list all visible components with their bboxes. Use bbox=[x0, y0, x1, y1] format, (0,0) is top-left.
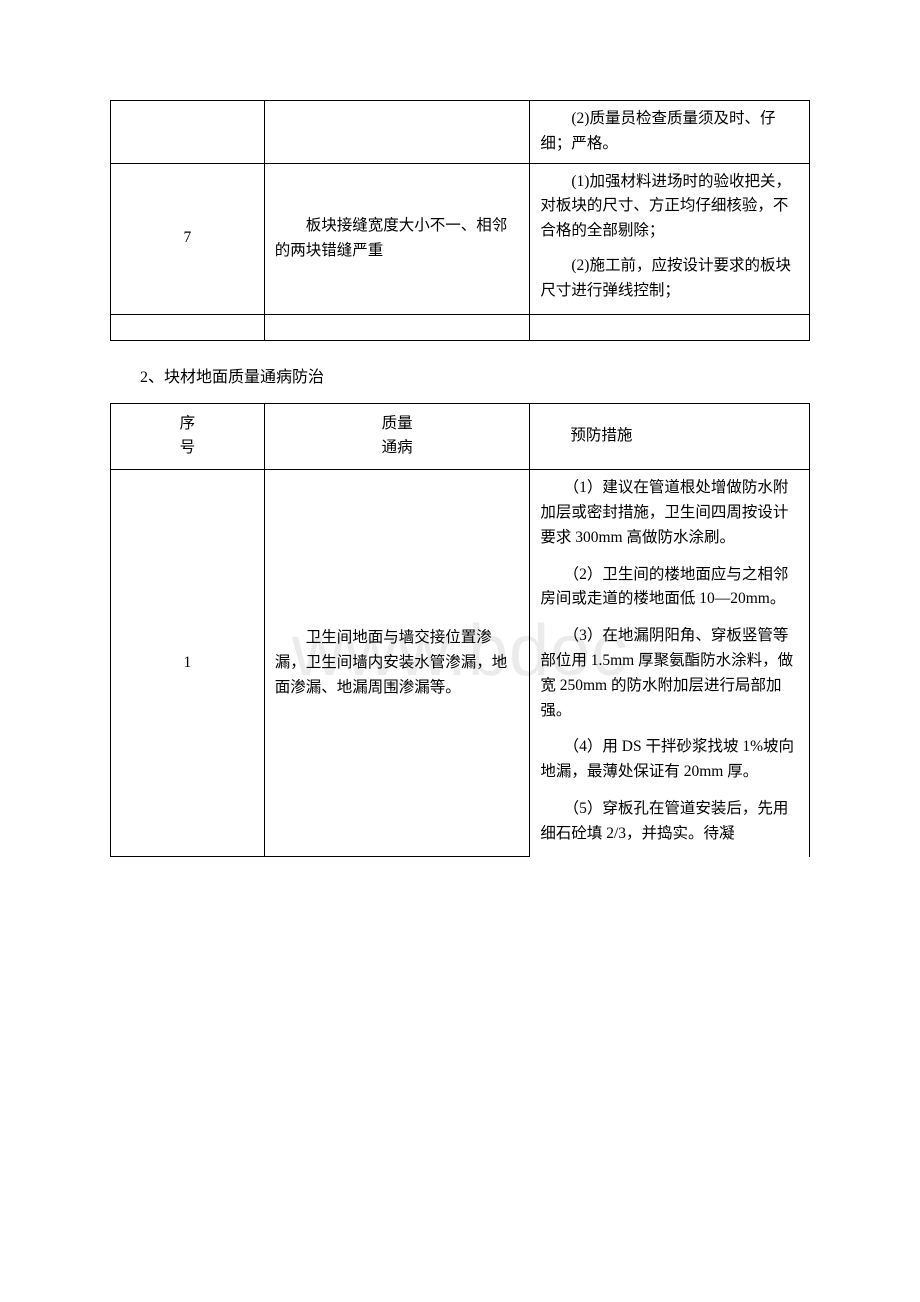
table-header-row: 序 号 质量 通病 预防措施 bbox=[111, 403, 810, 470]
header-measure: 预防措施 bbox=[530, 403, 810, 470]
measure-para-1: (1)加强材料进场时的验收把关，对板块的尺寸、方正均仔细核验，不合格的全部剔除； bbox=[540, 170, 799, 244]
measure-para-5: （5）穿板孔在管道安装后，先用细石砼填 2/3，并捣实。待凝 bbox=[540, 797, 799, 847]
measure-para-1: （1）建议在管道根处增做防水附加层或密封措施，卫生间四周按设计要求 300mm … bbox=[540, 476, 799, 550]
header-num: 序 号 bbox=[111, 403, 265, 470]
table-1: (2)质量员检查质量须及时、仔细；严格。 7 板块接缝宽度大小不一、相邻的两块错… bbox=[110, 100, 810, 341]
header-defect: 质量 通病 bbox=[264, 403, 530, 470]
section-title: 2、块材地面质量通病防治 bbox=[140, 363, 810, 387]
measure-para-2: (2)施工前，应按设计要求的板块尺寸进行弹线控制； bbox=[540, 254, 799, 304]
table-row: 1 卫生间地面与墙交接位置渗漏，卫生间墙内安装水管渗漏，地面渗漏、地漏周围渗漏等… bbox=[111, 470, 810, 857]
measure-para-4: （4）用 DS 干拌砂浆找坡 1%坡向地漏，最薄处保证有 20mm 厚。 bbox=[540, 735, 799, 785]
cell-defect: 卫生间地面与墙交接位置渗漏，卫生间墙内安装水管渗漏，地面渗漏、地漏周围渗漏等。 bbox=[264, 470, 530, 857]
measure-para-2: （2）卫生间的楼地面应与之相邻房间或走道的楼地面低 10—20mm。 bbox=[540, 563, 799, 613]
document-content: (2)质量员检查质量须及时、仔细；严格。 7 板块接缝宽度大小不一、相邻的两块错… bbox=[110, 100, 810, 857]
table-row: (2)质量员检查质量须及时、仔细；严格。 bbox=[111, 101, 810, 164]
header-defect-line1: 质量 bbox=[275, 412, 520, 437]
cell-num-empty bbox=[111, 101, 265, 164]
cell-measure: （1）建议在管道根处增做防水附加层或密封措施，卫生间四周按设计要求 300mm … bbox=[530, 470, 810, 857]
cell-empty bbox=[264, 314, 530, 340]
measure-para-3: （3）在地漏阴阳角、穿板竖管等部位用 1.5mm 厚聚氨酯防水涂料，做宽 250… bbox=[540, 624, 799, 723]
cell-measure: (1)加强材料进场时的验收把关，对板块的尺寸、方正均仔细核验，不合格的全部剔除；… bbox=[530, 163, 810, 314]
cell-defect-empty bbox=[264, 101, 530, 164]
table-2: 序 号 质量 通病 预防措施 1 卫生间地面与墙交接位置渗漏，卫生间墙内安装水管… bbox=[110, 403, 810, 857]
cell-defect: 板块接缝宽度大小不一、相邻的两块错缝严重 bbox=[264, 163, 530, 314]
table-row: 7 板块接缝宽度大小不一、相邻的两块错缝严重 (1)加强材料进场时的验收把关，对… bbox=[111, 163, 810, 314]
header-num-line1: 序 bbox=[121, 412, 254, 437]
cell-measure: (2)质量员检查质量须及时、仔细；严格。 bbox=[530, 101, 810, 164]
cell-empty bbox=[111, 314, 265, 340]
cell-empty bbox=[530, 314, 810, 340]
cell-num: 1 bbox=[111, 470, 265, 857]
table-row-empty bbox=[111, 314, 810, 340]
header-num-line2: 号 bbox=[121, 436, 254, 461]
header-defect-line2: 通病 bbox=[275, 436, 520, 461]
cell-num: 7 bbox=[111, 163, 265, 314]
